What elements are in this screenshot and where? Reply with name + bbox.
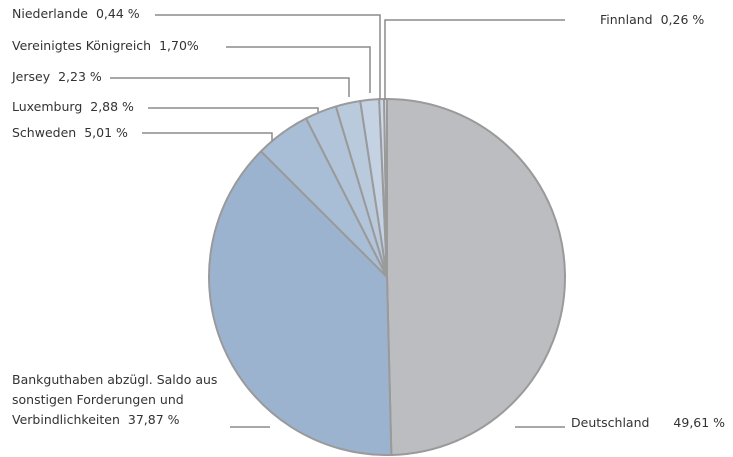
category-label: Jersey: [12, 69, 51, 84]
value-label: 2,23 %: [58, 69, 102, 84]
category-label: Schweden: [12, 125, 77, 140]
value-label: 0,44 %: [95, 6, 140, 21]
slice-label: Finnland 0,26 %: [600, 10, 704, 30]
value-label: 1,70%: [159, 38, 199, 53]
leader-line: [384, 19, 565, 100]
leader-line: [110, 77, 350, 97]
leader-line: [155, 14, 381, 99]
pie-slice: [208, 150, 393, 456]
slice-label: Niederlande 0,44 %: [12, 4, 140, 24]
leader-line: [148, 107, 319, 112]
value-label: 2,88 %: [90, 99, 134, 114]
category-label: Deutschland: [571, 415, 650, 430]
leader-line: [142, 132, 273, 141]
slice-label: Schweden 5,01 %: [12, 123, 128, 143]
slice-label: Bankguthaben abzügl. Saldo aus sonstigen…: [12, 370, 232, 430]
leader-line: [226, 46, 371, 93]
value-label: 37,87 %: [127, 412, 180, 427]
value-label: 5,01 %: [84, 125, 128, 140]
slice-label: Vereinigtes Königreich 1,70%: [12, 36, 199, 56]
category-label: Finnland: [600, 12, 653, 27]
slice-label: Luxemburg 2,88 %: [12, 97, 134, 117]
slice-label: Deutschland 49,61 %: [571, 413, 725, 433]
category-label: Niederlande: [12, 6, 88, 21]
category-label: Vereinigtes Königreich: [12, 38, 152, 53]
category-label: Luxemburg: [12, 99, 83, 114]
value-label: 49,61 %: [673, 415, 726, 430]
pie-slice: [386, 98, 567, 456]
slice-label: Jersey 2,23 %: [12, 67, 102, 87]
value-label: 0,26 %: [660, 12, 705, 27]
category-label: Bankguthaben abzügl. Saldo aus sonstigen…: [12, 372, 218, 427]
